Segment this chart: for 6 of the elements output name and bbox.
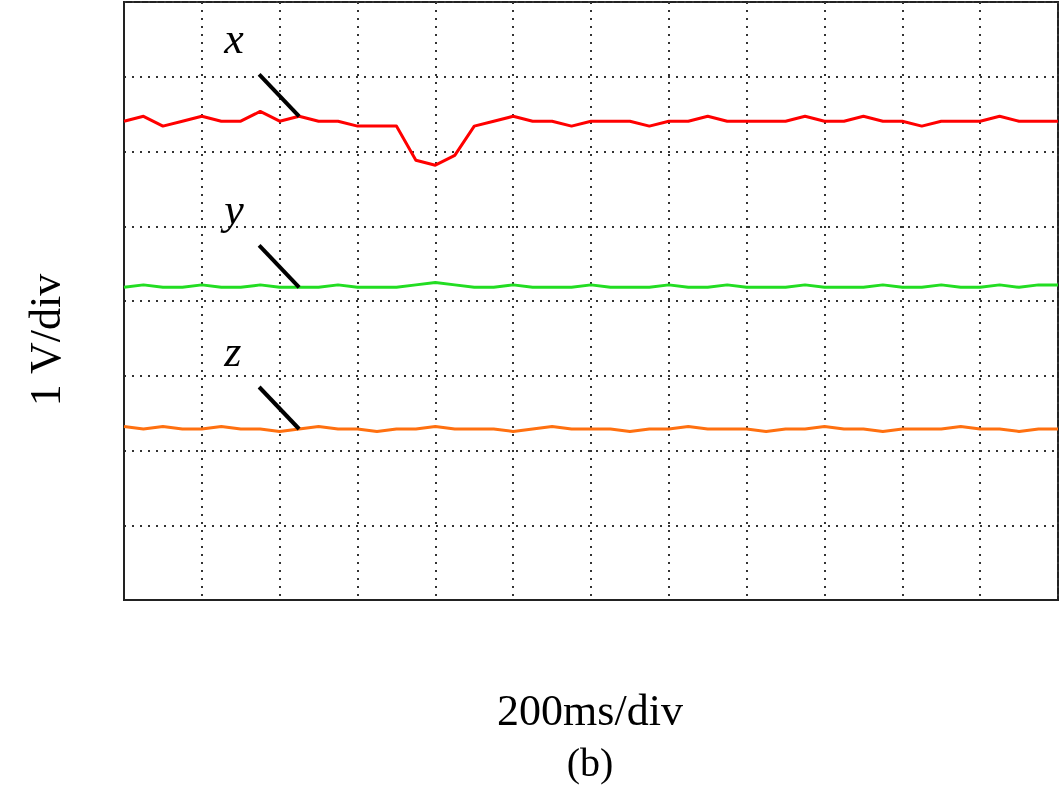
x-axis-title: 200ms/div: [497, 684, 683, 736]
series-label: y: [220, 184, 245, 234]
text: (b): [566, 738, 614, 786]
series-label: z: [223, 326, 242, 376]
y-axis-title: 1 V/div: [19, 273, 71, 407]
series-label: x: [223, 13, 245, 63]
